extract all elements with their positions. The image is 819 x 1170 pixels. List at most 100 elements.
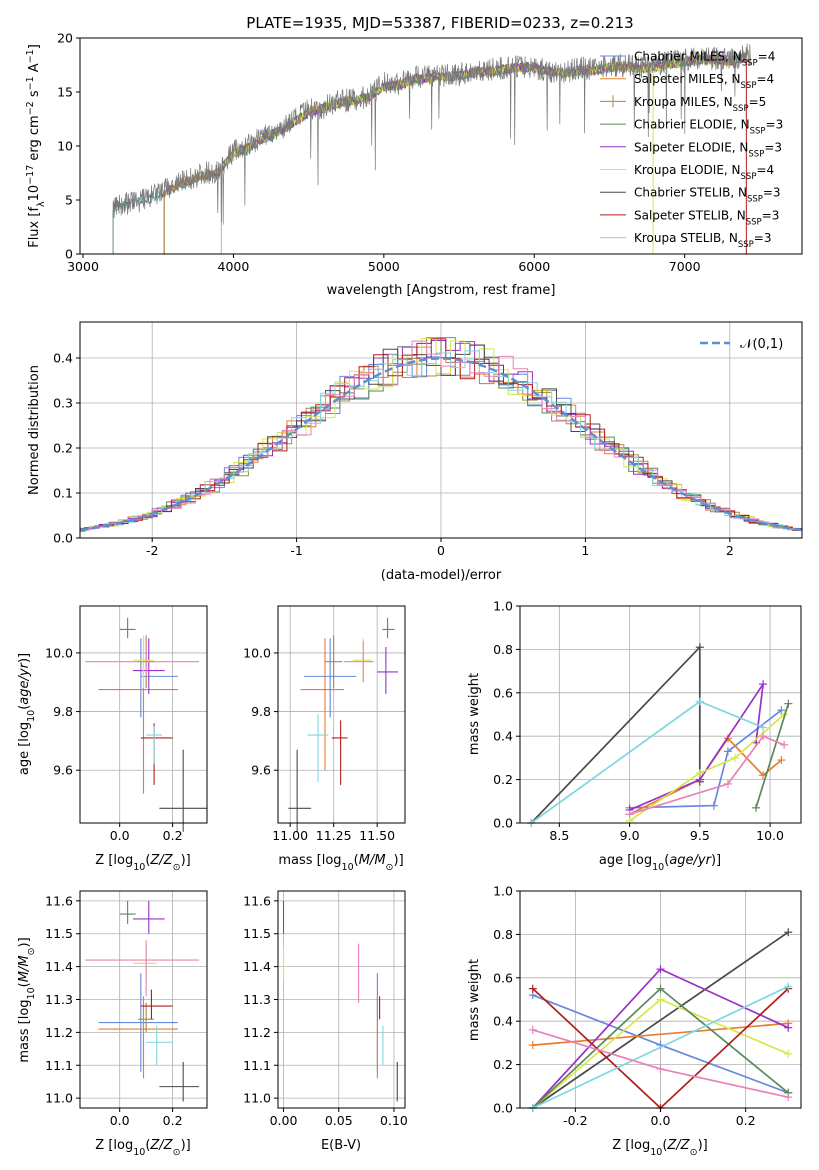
y-tick-label: 0.4: [53, 351, 73, 366]
x-tick-label: 6000: [518, 259, 550, 274]
y-tick-label: 11.0: [45, 1091, 73, 1106]
legend-label: Kroupa STELIB, NSSP=3: [634, 231, 772, 250]
y-axis-label: Flux [fλ10−17 erg cm−2 s−1 A−1]: [25, 44, 47, 248]
y-tick-label: 11.2: [45, 1025, 73, 1040]
legend-label: Salpeter MILES, NSSP=4: [634, 72, 774, 91]
mass-weight-line: [755, 703, 790, 809]
y-axis-label: Normed distribution: [27, 365, 42, 495]
x-axis-label: Z [log10(Z/Z⊙)]: [612, 1138, 707, 1158]
y-tick-label: 10: [57, 139, 73, 154]
mass-weight-line: [532, 931, 789, 1109]
y-tick-label: 9.6: [53, 763, 73, 778]
x-tick-label: 1: [581, 543, 589, 558]
y-tick-label: 11.1: [45, 1058, 73, 1073]
y-tick-label: 11.2: [243, 1025, 271, 1040]
y-tick-label: 0.3: [53, 396, 73, 411]
y-tick-label: 0: [65, 247, 73, 262]
mass-weight-line: [629, 735, 785, 816]
y-tick-label: 0.6: [493, 685, 513, 700]
legend-label: Chabrier ELODIE, NSSP=3: [634, 118, 783, 137]
mass-weight-line: [629, 737, 782, 816]
x-tick-label: 11.00: [272, 828, 308, 843]
legend: Chabrier MILES, NSSP=4 Salpeter MILES, NS…: [600, 50, 783, 250]
y-tick-label: 0.6: [493, 970, 513, 985]
mass-weight-line: [530, 645, 701, 824]
y-tick-label: 0.0: [493, 1101, 513, 1116]
y-tick-label: 0.0: [53, 531, 73, 546]
mass-vs-ebv-panel: 0.00 0.05 0.10 11.0 11.1 11.2 11.3 11.4 11.5 11.6…: [243, 890, 408, 1153]
legend-label: Kroupa MILES, NSSP=5: [634, 95, 766, 114]
x-tick-label: 5000: [368, 259, 400, 274]
mass-weight-line: [532, 985, 789, 1109]
x-axis-label: Z [log10(Z/Z⊙)]: [95, 853, 190, 873]
x-axis-label: wavelength [Angstrom, rest frame]: [327, 283, 556, 298]
y-tick-label: 11.3: [243, 992, 271, 1007]
histogram-step: [80, 337, 802, 531]
x-axis-label: mass [log10(M/M⊙)]: [278, 853, 403, 873]
y-tick-label: 11.3: [45, 992, 73, 1007]
y-tick-label: 9.6: [251, 763, 271, 778]
x-tick-label: 4000: [218, 259, 250, 274]
y-tick-label: 10.0: [45, 645, 73, 660]
y-tick-label: 0.4: [493, 1014, 513, 1029]
y-tick-label: 10.0: [243, 645, 271, 660]
y-tick-label: 11.4: [243, 959, 271, 974]
x-axis-label: Z [log10(Z/Z⊙)]: [95, 1138, 190, 1158]
mass-weight-line: [629, 683, 764, 811]
y-axis-label: age [log10(age/yr)]: [17, 653, 37, 775]
x-tick-label: 0.2: [163, 1113, 183, 1128]
y-tick-label: 0.0: [493, 816, 513, 831]
axes-frame: [79, 605, 208, 824]
x-tick-label: 0.00: [270, 1113, 298, 1128]
normal-reference-curve: [80, 357, 802, 532]
x-tick-label: 0.10: [380, 1113, 408, 1128]
y-tick-label: 0.2: [53, 441, 73, 456]
spectrum-panel: 3000 4000 5000 6000 7000 0 5 10 15 20 wavelength […: [25, 31, 803, 298]
y-tick-label: 9.8: [53, 704, 73, 719]
axes-frame: [519, 605, 802, 824]
y-tick-label: 0.8: [493, 927, 513, 942]
y-axis-label: mass weight: [467, 673, 482, 755]
x-axis-label: E(B-V): [321, 1138, 361, 1153]
spectrum-lines: [112, 43, 752, 254]
y-tick-label: 11.5: [45, 926, 73, 941]
x-tick-label: 0.2: [163, 828, 183, 843]
mass-weight-line: [629, 709, 782, 809]
y-tick-label: 0.1: [53, 486, 73, 501]
x-tick-label: 0.2: [736, 1113, 756, 1128]
x-tick-label: -0.2: [563, 1113, 587, 1128]
legend-label: Kroupa ELODIE, NSSP=4: [634, 163, 774, 182]
x-tick-label: 8.5: [549, 828, 569, 843]
y-tick-label: 0.2: [493, 772, 513, 787]
age-vs-mass-panel: 11.00 11.25 11.50 9.6 9.8 10.0 mass [log10(M/M…: [243, 605, 406, 873]
y-tick-label: 11.6: [243, 893, 271, 908]
x-tick-label: 3000: [67, 259, 99, 274]
histogram-step: [80, 340, 802, 532]
x-tick-label: 0.0: [110, 1113, 130, 1128]
y-axis-label: mass weight: [467, 959, 482, 1041]
x-tick-label: 9.5: [690, 828, 710, 843]
legend-label: Chabrier STELIB, NSSP=3: [634, 186, 781, 205]
axes-frame: [277, 605, 406, 824]
y-tick-label: 0.4: [493, 729, 513, 744]
figure-title: PLATE=1935, MJD=53387, FIBERID=0233, z=0…: [246, 14, 633, 32]
y-tick-label: 11.4: [45, 959, 73, 974]
y-tick-label: 1.0: [493, 599, 513, 614]
y-tick-label: 11.6: [45, 893, 73, 908]
x-tick-label: 0.0: [651, 1113, 671, 1128]
x-tick-label: 0: [437, 543, 445, 558]
x-tick-label: 2: [726, 543, 734, 558]
observed-spectrum-line: [112, 43, 752, 254]
x-tick-label: 7000: [669, 259, 701, 274]
y-tick-label: 20: [57, 31, 73, 46]
weight-vs-age-panel: 8.5 9.0 9.5 10.0 0.0 0.2 0.4 0.6 0.8 1.0 age [log1…: [467, 599, 802, 873]
legend-label: 𝒩(0,1): [740, 337, 783, 352]
legend-label: Salpeter ELODIE, NSSP=3: [634, 140, 782, 159]
histograms: [80, 337, 802, 533]
x-tick-label: 10.0: [756, 828, 784, 843]
y-axis-label: mass [log10(M/M⊙)]: [17, 937, 37, 1062]
y-tick-label: 0.8: [493, 642, 513, 657]
x-axis-label: age [log10(age/yr)]: [599, 853, 721, 873]
x-tick-label: 9.0: [620, 828, 640, 843]
